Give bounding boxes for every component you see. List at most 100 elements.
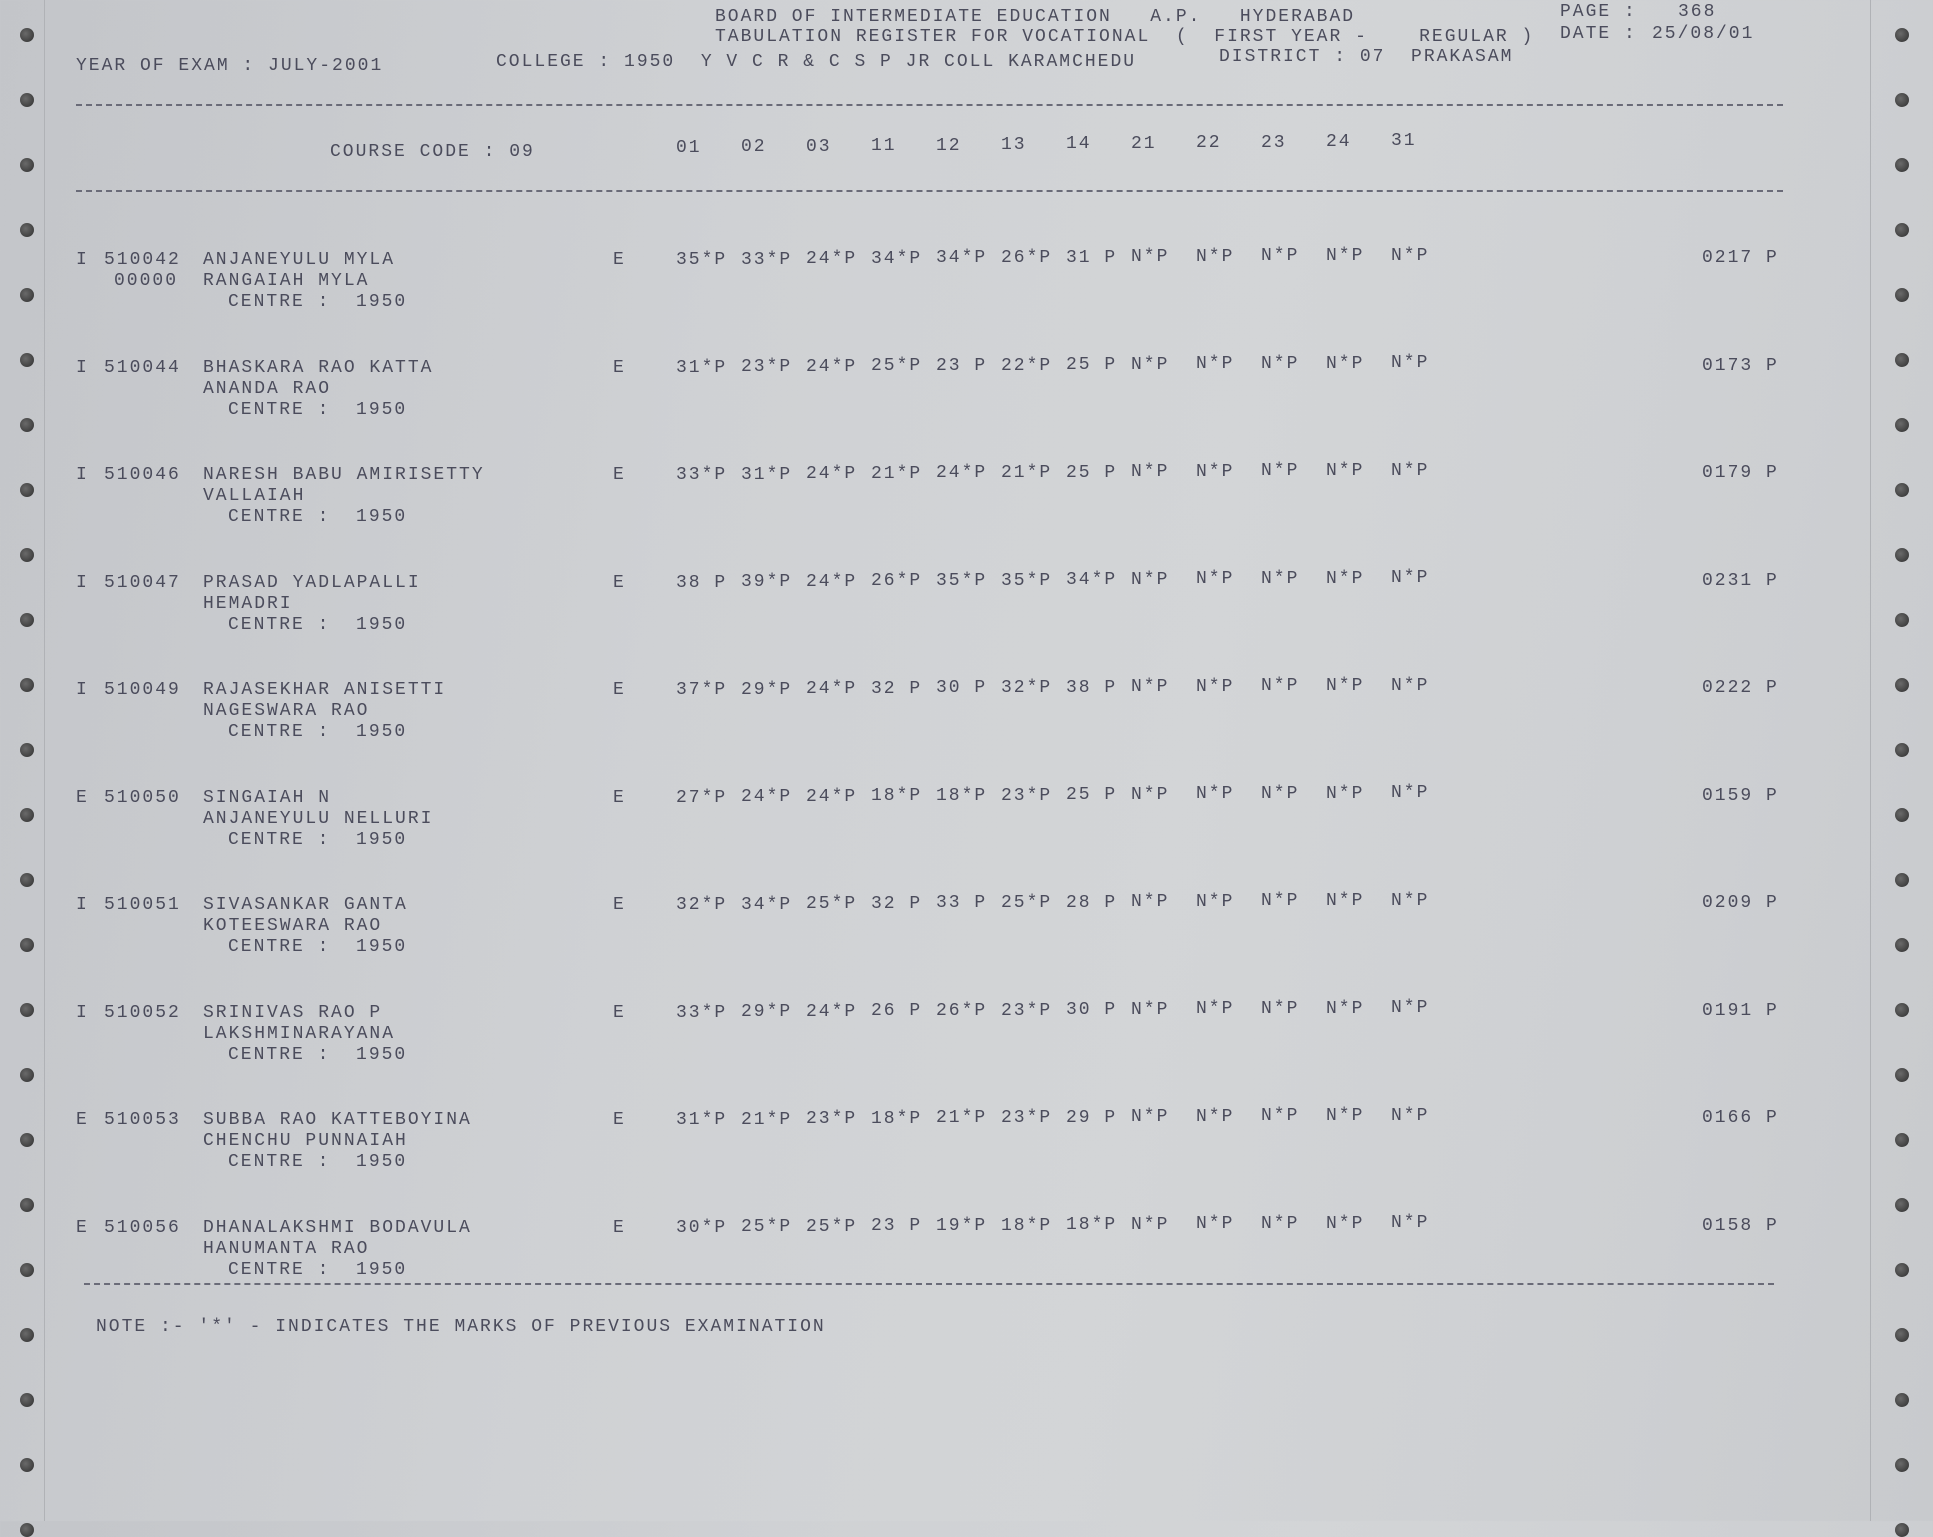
subject-mark: 34*P [936,248,988,269]
medium-code: E [613,572,626,593]
year-of-exam: YEAR OF EXAM : JULY-2001 [76,56,384,76]
subject-mark: N*P [1261,998,1300,1019]
total-result: 0217 P [1702,248,1779,268]
subject-mark: 23 P [936,355,988,376]
feed-hole-left [20,483,34,497]
feed-hole-left [20,1003,34,1017]
candidate-name: BHASKARA RAO KATTA [203,357,434,378]
subject-mark: 30*P [676,1217,728,1238]
subject-mark: N*P [1261,676,1300,697]
report-date: 25/08/01 [1652,24,1755,44]
subject-mark: 31*P [676,357,728,378]
exam-centre: CENTRE : 1950 [228,829,408,850]
feed-hole-right [1895,743,1909,757]
medium-code: E [613,1217,626,1238]
course-code: COURSE CODE : 09 [330,142,535,162]
subject-mark: 35*P [676,250,728,270]
subject-mark: N*P [1391,890,1430,911]
candidate-name: ANJANEYULU MYLA [203,250,396,270]
subject-mark: N*P [1131,462,1170,483]
feed-hole-left [20,1263,34,1277]
subject-mark: 21*P [741,1109,793,1130]
subject-mark: N*P [1326,461,1365,481]
feed-hole-left [20,1198,34,1212]
subject-code: 02 [741,137,767,158]
candidate-type: I [76,250,89,270]
feed-hole-right [1895,1328,1909,1342]
feed-hole-left [20,1393,34,1407]
subject-mark: 39*P [741,572,793,593]
subject-mark: N*P [1196,999,1235,1020]
candidate-type: I [76,465,89,485]
parent-name: NAGESWARA RAO [203,701,370,721]
subject-mark: N*P [1196,784,1235,805]
feed-hole-left [20,418,34,432]
roll-number: 510049 [104,680,181,700]
medium-code: E [613,895,626,915]
total-result: 0231 P [1702,570,1779,591]
subject-mark: N*P [1131,1107,1170,1128]
feed-hole-right [1895,613,1909,627]
subject-mark: 33*P [676,1002,728,1023]
subject-mark: 32*P [1001,678,1053,698]
exam-centre: CENTRE : 1950 [228,937,408,957]
candidate-type: I [76,357,89,378]
subject-mark: 26*P [1001,248,1053,268]
candidate-type: E [76,1110,89,1130]
paper-perforation-right [1870,0,1871,1521]
subject-mark: N*P [1261,568,1300,589]
candidate-name: RAJASEKHAR ANISETTI [203,680,447,700]
exam-centre: CENTRE : 1950 [228,1044,408,1065]
roll-number: 510047 [104,572,181,593]
subject-mark: 18*P [871,1108,923,1129]
exam-centre: CENTRE : 1950 [228,1259,408,1280]
subject-mark: 24*P [936,463,988,484]
subject-mark: 38 P [676,572,728,593]
subject-code: 23 [1261,132,1287,153]
feed-hole-left [20,1068,34,1082]
subject-mark: 23*P [1001,785,1053,806]
candidate-name: PRASAD YADLAPALLI [203,572,421,593]
subject-mark: 24*P [806,786,858,807]
parent-name: ANANDA RAO [203,378,332,399]
subject-mark: N*P [1196,891,1235,912]
feed-hole-left [20,1458,34,1472]
subject-mark: 33*P [676,465,728,485]
subject-mark: 26*P [936,1000,988,1021]
subject-mark: 34*P [741,894,793,915]
total-result: 0166 P [1702,1108,1779,1128]
subject-mark: 34*P [1066,570,1118,591]
feed-hole-right [1895,1003,1909,1017]
subject-mark: 37*P [676,680,728,700]
subject-mark: 19*P [936,1215,988,1236]
subject-code: 03 [806,136,832,157]
subject-mark: 33 P [936,893,988,914]
feed-hole-right [1895,808,1909,822]
candidate-name: SRINIVAS RAO P [203,1002,383,1023]
candidate-type: E [76,787,89,808]
subject-mark: N*P [1196,1214,1235,1235]
subject-mark: N*P [1196,461,1235,482]
subject-mark: 29 P [1066,1107,1118,1128]
feed-hole-left [20,613,34,627]
parent-name: VALLAIAH [203,486,306,506]
candidate-type: I [76,680,89,700]
subject-mark: 25*P [806,1216,858,1237]
total-result: 0222 P [1702,678,1779,698]
subject-mark: N*P [1391,353,1430,374]
page-number: 368 [1678,2,1717,22]
subject-code: 24 [1326,132,1352,152]
subject-mark: 18*P [1001,1215,1053,1236]
roll-number: 510046 [104,465,181,485]
board-title: BOARD OF INTERMEDIATE EDUCATION A.P. HYD… [715,7,1356,27]
exam-centre: CENTRE : 1950 [228,614,408,635]
medium-code: E [613,250,626,270]
subject-mark: 29*P [741,1002,793,1023]
subject-code: 11 [871,136,897,157]
feed-hole-right [1895,1523,1909,1537]
subject-mark: N*P [1391,245,1430,266]
subject-mark: 32 P [871,678,923,699]
divider-bottom [84,1283,1774,1285]
subject-mark: 35*P [1001,570,1053,591]
subject-mark: N*P [1326,891,1365,911]
